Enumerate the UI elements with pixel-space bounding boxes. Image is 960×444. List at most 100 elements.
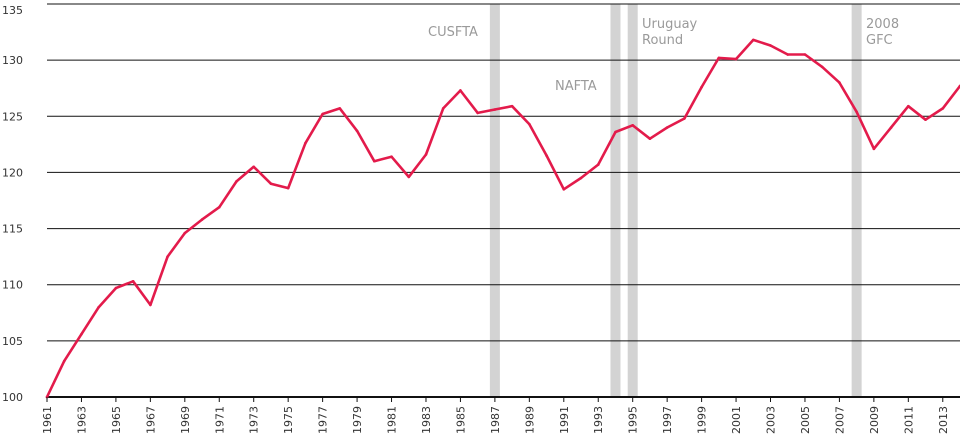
x-tick-label: 1999 bbox=[696, 406, 709, 434]
x-tick-label: 1993 bbox=[592, 406, 605, 434]
data-point bbox=[838, 81, 841, 84]
data-point bbox=[166, 255, 169, 258]
data-point bbox=[407, 175, 411, 179]
data-point bbox=[579, 176, 583, 180]
data-point bbox=[114, 286, 118, 290]
annotation-uruguay-round: Uruguay Round bbox=[642, 17, 698, 48]
y-tick-label: 120 bbox=[2, 166, 23, 179]
y-tick-label: 125 bbox=[2, 110, 23, 123]
x-tick-label: 1975 bbox=[282, 406, 295, 434]
data-point bbox=[734, 57, 738, 61]
data-point bbox=[373, 159, 376, 163]
x-tick-label: 1971 bbox=[213, 406, 226, 434]
data-point bbox=[304, 141, 307, 145]
event-band-0 bbox=[489, 4, 500, 397]
data-point bbox=[924, 118, 927, 121]
data-point bbox=[131, 280, 135, 283]
data-point bbox=[80, 332, 83, 336]
event-annotations: CUSFTA NAFTA Uruguay Round 2008 GFC bbox=[428, 17, 899, 94]
x-tick-label: 1979 bbox=[351, 406, 364, 434]
x-tick-label: 1961 bbox=[41, 406, 54, 434]
annotation-gfc: 2008 GFC bbox=[866, 17, 899, 48]
event-band-1 bbox=[610, 4, 621, 397]
data-point bbox=[183, 231, 187, 235]
x-tick-label: 1985 bbox=[454, 406, 467, 434]
event-bands bbox=[489, 4, 862, 397]
event-band-2 bbox=[627, 4, 638, 397]
data-point bbox=[424, 153, 428, 156]
x-tick-label: 1997 bbox=[661, 406, 674, 434]
data-point bbox=[683, 117, 686, 120]
x-tick-label: 1981 bbox=[386, 406, 399, 434]
y-tick-label: 100 bbox=[2, 391, 23, 404]
x-tick-label: 1987 bbox=[489, 406, 502, 434]
data-point bbox=[872, 147, 876, 151]
x-tick-label: 1963 bbox=[75, 406, 88, 434]
data-point bbox=[269, 182, 273, 185]
x-tick-label: 1977 bbox=[317, 406, 330, 434]
x-tick-label: 1965 bbox=[110, 406, 123, 434]
event-band-3 bbox=[851, 4, 862, 397]
x-tick-label: 2011 bbox=[902, 406, 915, 434]
x-tick-label: 2009 bbox=[868, 406, 881, 434]
data-point bbox=[476, 111, 479, 115]
data-point bbox=[252, 165, 256, 169]
data-point bbox=[941, 107, 945, 110]
data-point bbox=[648, 137, 652, 141]
x-tick-label: 1995 bbox=[627, 406, 640, 434]
annotation-cusfta: CUSFTA bbox=[428, 25, 478, 40]
data-point bbox=[907, 104, 910, 108]
data-point bbox=[217, 205, 221, 209]
data-point bbox=[751, 38, 755, 42]
x-tick-label: 2005 bbox=[799, 406, 812, 434]
data-point bbox=[545, 154, 548, 157]
x-tick-label: 1989 bbox=[523, 406, 536, 434]
data-series bbox=[45, 38, 960, 399]
y-tick-label: 115 bbox=[2, 223, 23, 236]
data-point bbox=[235, 180, 238, 183]
data-point bbox=[786, 53, 790, 56]
data-point bbox=[286, 186, 290, 190]
data-point bbox=[338, 107, 342, 110]
y-tick-label: 135 bbox=[2, 4, 23, 17]
data-point bbox=[97, 305, 100, 309]
data-point bbox=[820, 65, 824, 69]
x-tick-label: 1991 bbox=[558, 406, 571, 434]
data-point bbox=[62, 359, 66, 363]
data-point bbox=[855, 110, 858, 114]
x-axis-ticks: 1961 1963 1965 1967 1969 1971 1973 1975 1977 1979… bbox=[41, 397, 950, 434]
data-point bbox=[321, 112, 324, 116]
data-point bbox=[614, 130, 617, 134]
data-point bbox=[493, 108, 497, 111]
x-tick-label: 1967 bbox=[144, 406, 157, 434]
data-point bbox=[700, 85, 703, 89]
y-axis-ticks: 100 105 110 115 120 125 130 135 bbox=[2, 4, 23, 404]
data-point bbox=[631, 123, 634, 127]
y-tick-label: 105 bbox=[2, 335, 23, 348]
data-point bbox=[355, 129, 359, 133]
data-point bbox=[562, 187, 566, 191]
data-point bbox=[889, 126, 893, 129]
data-point bbox=[459, 89, 462, 92]
data-point bbox=[149, 303, 152, 307]
x-tick-label: 2003 bbox=[765, 406, 778, 434]
x-tick-label: 2013 bbox=[937, 406, 950, 434]
x-tick-label: 1973 bbox=[248, 406, 261, 434]
data-point bbox=[441, 107, 445, 110]
x-tick-label: 1969 bbox=[179, 406, 192, 434]
data-point bbox=[510, 104, 514, 108]
data-point bbox=[665, 126, 669, 129]
y-tick-label: 130 bbox=[2, 54, 23, 67]
data-point bbox=[803, 53, 807, 56]
data-point bbox=[717, 56, 721, 60]
data-point bbox=[200, 218, 204, 221]
series-line bbox=[45, 38, 960, 399]
x-tick-label: 1983 bbox=[420, 406, 433, 434]
data-point bbox=[390, 155, 393, 159]
x-tick-label: 2007 bbox=[833, 406, 846, 434]
x-tick-label: 2001 bbox=[730, 406, 743, 434]
data-point bbox=[769, 44, 772, 47]
data-point bbox=[596, 163, 600, 166]
gridlines bbox=[47, 3, 960, 398]
